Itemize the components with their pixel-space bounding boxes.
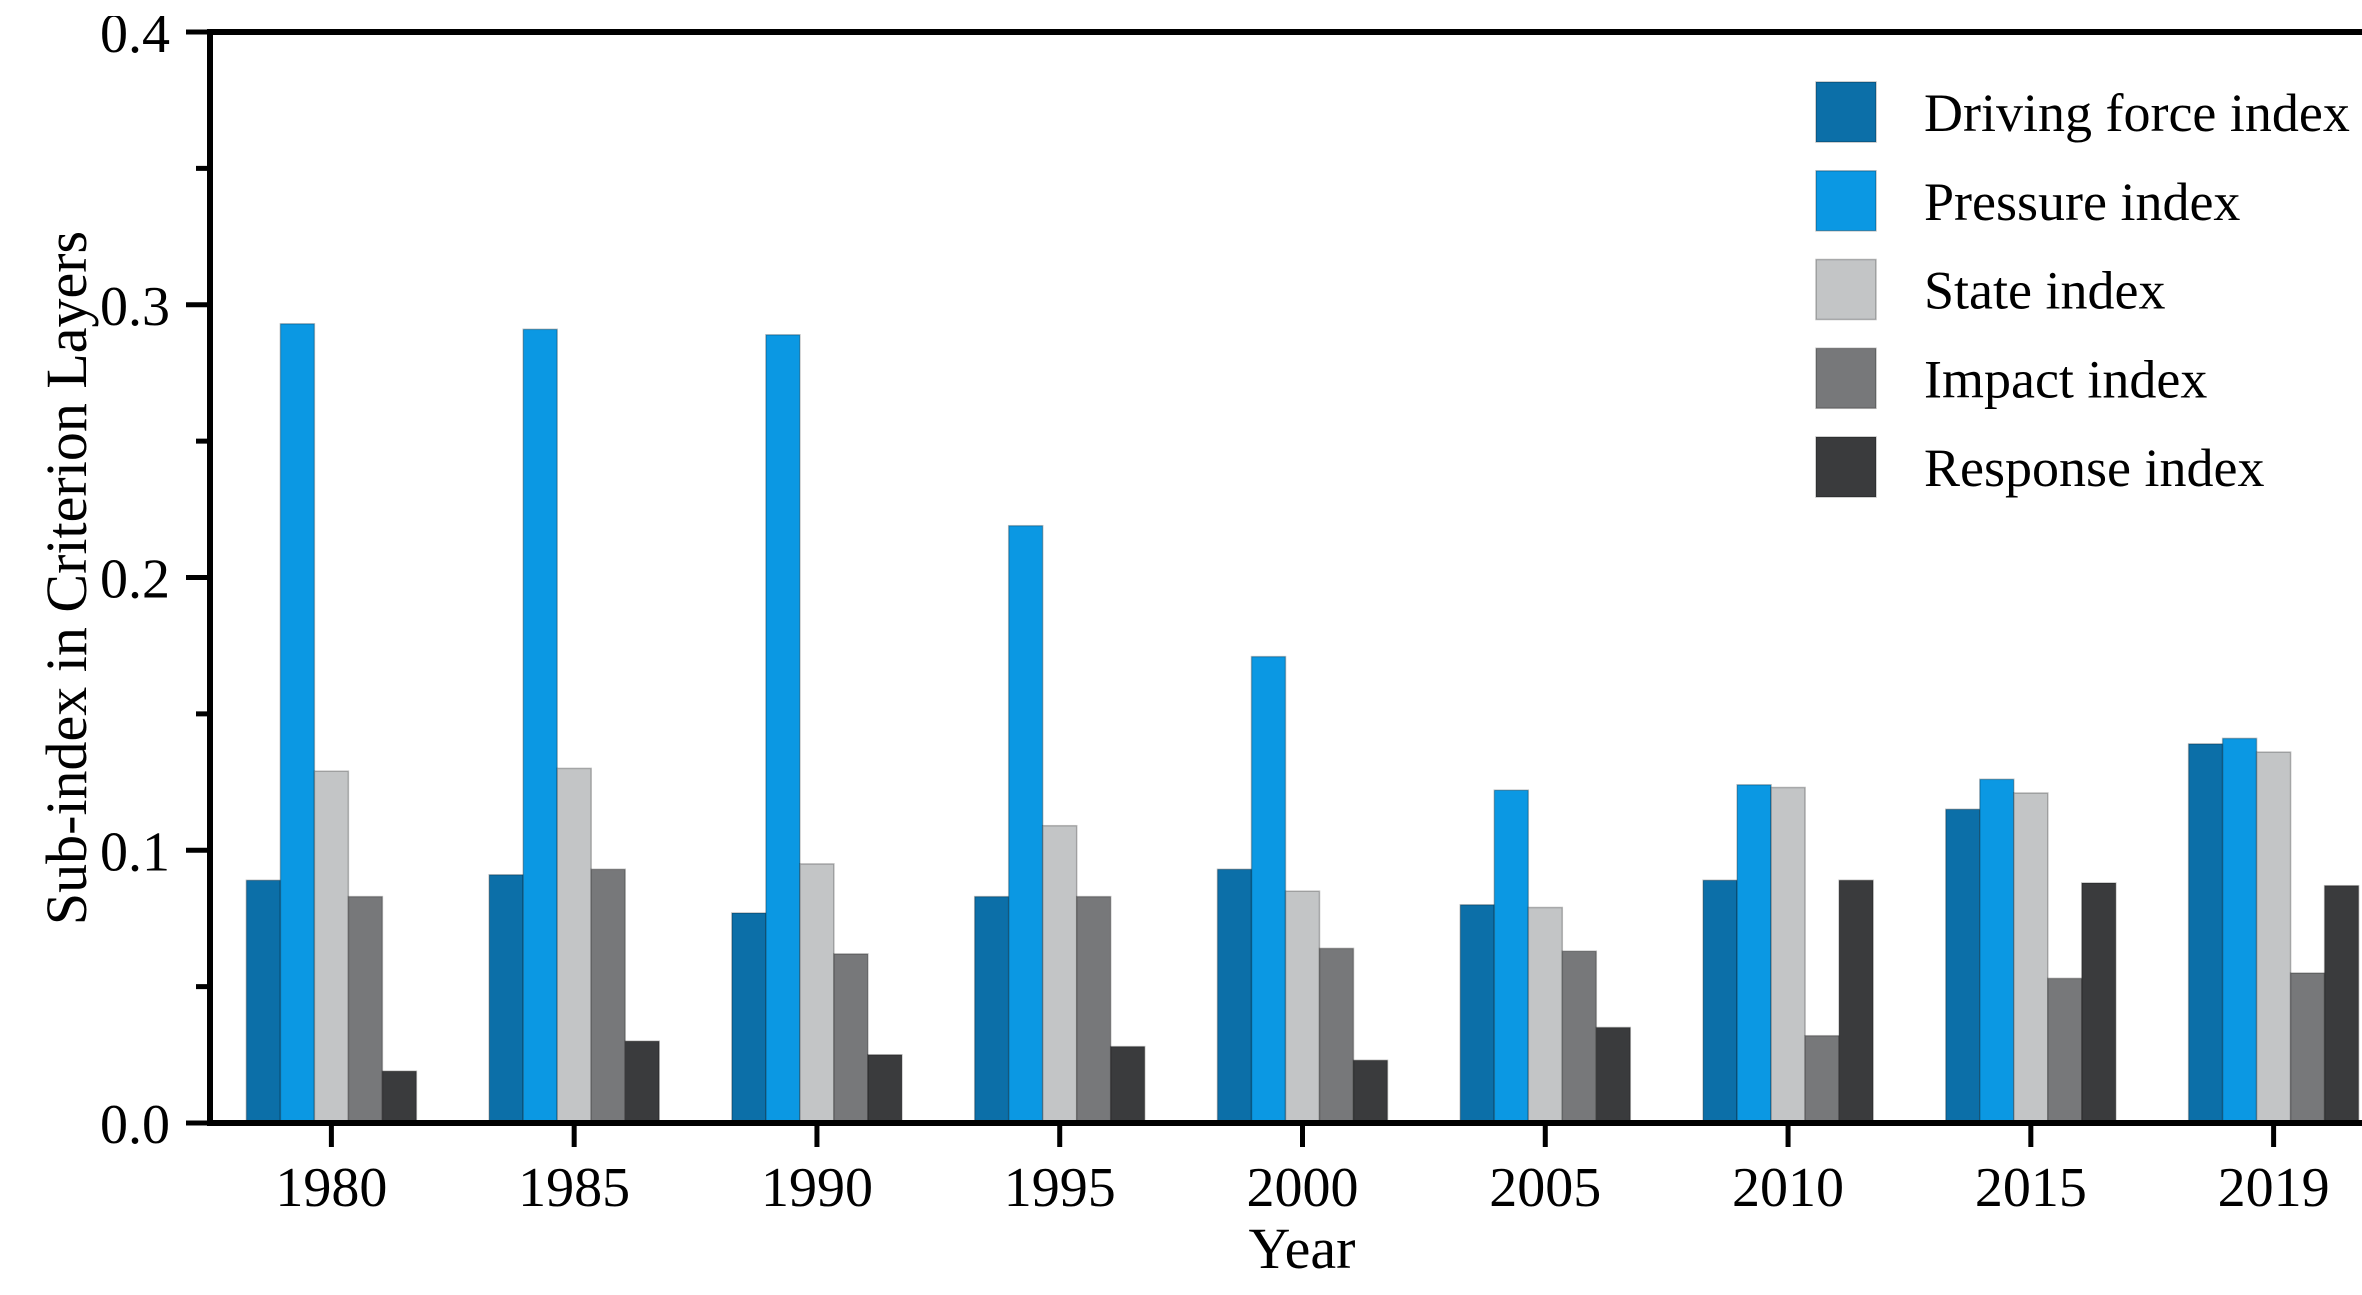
bar-impact-index-1990 xyxy=(833,953,869,1124)
bar-state-index-1985 xyxy=(556,767,592,1124)
y-tick-label: 0.2 xyxy=(100,549,170,611)
bar-state-index-2000 xyxy=(1284,890,1321,1124)
bars-layer xyxy=(245,323,2360,1124)
bar-impact-index-1980 xyxy=(347,895,384,1124)
bar-response-index-2005 xyxy=(1595,1026,1632,1124)
y-axis-title: Sub-index in Criterion Layers xyxy=(40,231,99,925)
legend-label: Pressure index xyxy=(1924,172,2240,232)
bar-response-index-2010 xyxy=(1838,879,1874,1124)
x-tick-label-1985: 1985 xyxy=(518,1157,630,1219)
labels-layer: 0.0 0.1 0.2 0.3 0.4 1980 1985 1990 1995 2000 2005 2… xyxy=(100,16,2330,1219)
legend-item: State index xyxy=(1815,258,2165,321)
bar-response-index-1980 xyxy=(381,1070,418,1124)
legend-label: Driving force index xyxy=(1924,83,2350,143)
legend-label: Impact index xyxy=(1924,349,2207,409)
bar-impact-index-1995 xyxy=(1075,895,1112,1124)
legend-swatch xyxy=(1815,436,1877,498)
bar-impact-index-2005 xyxy=(1561,950,1598,1124)
x-tick-label-1980: 1980 xyxy=(275,1157,387,1219)
grouped-bar-chart: 0.0 0.1 0.2 0.3 0.4 1980 1985 1990 1995 2000 2005 2… xyxy=(40,16,2362,1279)
bar-pressure-index-1980 xyxy=(279,323,316,1124)
bar-state-index-1980 xyxy=(313,770,350,1124)
x-tick-label-2010: 2010 xyxy=(1732,1157,1844,1219)
y-tick-label: 0.3 xyxy=(100,276,170,338)
bar-driving-force-index-2010 xyxy=(1702,879,1738,1124)
legend-swatch xyxy=(1815,170,1877,232)
bar-response-index-2015 xyxy=(2081,882,2117,1124)
bar-driving-force-index-1985 xyxy=(488,874,524,1124)
x-tick-label-2015: 2015 xyxy=(1975,1157,2087,1219)
bar-impact-index-2010 xyxy=(1804,1034,1840,1124)
legend-item: Pressure index xyxy=(1815,170,2240,232)
bar-pressure-index-1995 xyxy=(1007,524,1044,1124)
bar-response-index-2019 xyxy=(2323,884,2360,1124)
bar-pressure-index-1990 xyxy=(765,334,801,1124)
bar-response-index-2000 xyxy=(1352,1059,1389,1124)
legend-label: Response index xyxy=(1924,438,2264,498)
bar-driving-force-index-2015 xyxy=(1945,808,1981,1124)
legend-swatch xyxy=(1815,81,1877,143)
bar-state-index-1990 xyxy=(799,863,835,1124)
chart-figure: 0.0 0.1 0.2 0.3 0.4 1980 1985 1990 1995 2000 2005 2… xyxy=(40,16,2362,1279)
bar-state-index-2010 xyxy=(1770,786,1806,1124)
y-tick-label: 0.0 xyxy=(100,1094,170,1156)
bar-state-index-2019 xyxy=(2255,751,2292,1124)
bar-pressure-index-2019 xyxy=(2221,737,2258,1124)
bar-driving-force-index-1980 xyxy=(245,879,282,1124)
bar-driving-force-index-1995 xyxy=(973,895,1010,1124)
bar-driving-force-index-2019 xyxy=(2187,743,2224,1124)
legend-swatch xyxy=(1815,347,1877,410)
x-tick-label-2005: 2005 xyxy=(1489,1157,1601,1219)
bar-driving-force-index-1990 xyxy=(731,912,767,1124)
legend-swatch xyxy=(1815,258,1877,321)
bar-pressure-index-2015 xyxy=(1979,778,2015,1124)
x-axis-title: Year xyxy=(1249,1216,1356,1279)
bar-impact-index-2019 xyxy=(2289,972,2326,1124)
bar-response-index-1995 xyxy=(1109,1045,1146,1124)
bar-pressure-index-1985 xyxy=(522,328,558,1124)
bar-impact-index-2000 xyxy=(1318,947,1355,1124)
legend-item: Driving force index xyxy=(1815,81,2350,143)
legend-item: Response index xyxy=(1815,436,2264,498)
bar-response-index-1985 xyxy=(624,1040,660,1124)
x-tick-label-2019: 2019 xyxy=(2218,1157,2330,1219)
bar-pressure-index-2010 xyxy=(1736,784,1772,1124)
bar-pressure-index-2005 xyxy=(1493,789,1530,1124)
axes-layer xyxy=(186,29,2362,1147)
legend-label: State index xyxy=(1924,261,2165,321)
bar-state-index-1995 xyxy=(1041,824,1078,1124)
bar-driving-force-index-2005 xyxy=(1459,904,1496,1124)
bar-response-index-1990 xyxy=(867,1054,903,1124)
x-tick-label-1995: 1995 xyxy=(1004,1157,1116,1219)
legend: Driving force index Pressure index State i… xyxy=(1815,81,2350,498)
x-tick-label-2000: 2000 xyxy=(1247,1157,1359,1219)
bar-driving-force-index-2000 xyxy=(1216,868,1253,1124)
bar-impact-index-2015 xyxy=(2047,977,2083,1124)
y-tick-label: 0.4 xyxy=(100,16,170,65)
x-tick-label-1990: 1990 xyxy=(761,1157,873,1219)
legend-item: Impact index xyxy=(1815,347,2207,410)
bar-state-index-2005 xyxy=(1527,906,1564,1124)
bar-pressure-index-2000 xyxy=(1250,655,1287,1124)
bar-state-index-2015 xyxy=(2013,792,2049,1124)
y-tick-label: 0.1 xyxy=(100,821,170,883)
bar-impact-index-1985 xyxy=(590,868,626,1124)
